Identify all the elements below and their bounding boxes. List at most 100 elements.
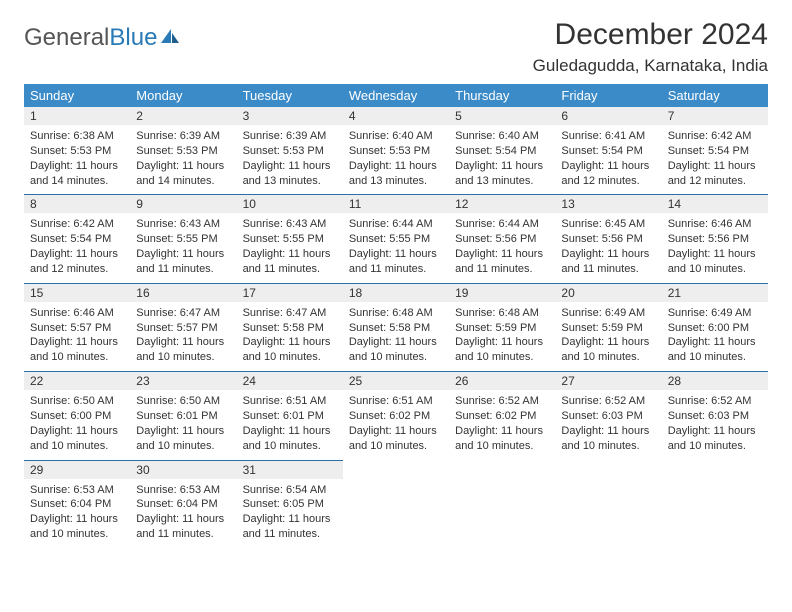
day-content: Sunrise: 6:44 AMSunset: 5:56 PMDaylight:… (449, 213, 555, 282)
sunset-text: Sunset: 6:05 PM (243, 497, 337, 512)
day-content: Sunrise: 6:42 AMSunset: 5:54 PMDaylight:… (662, 125, 768, 194)
sunrise-text: Sunrise: 6:40 AM (455, 129, 549, 144)
week-row: 8Sunrise: 6:42 AMSunset: 5:54 PMDaylight… (24, 194, 768, 282)
day-cell: 4Sunrise: 6:40 AMSunset: 5:53 PMDaylight… (343, 107, 449, 194)
sunset-text: Sunset: 5:53 PM (243, 144, 337, 159)
day-content: Sunrise: 6:43 AMSunset: 5:55 PMDaylight:… (130, 213, 236, 282)
day-number: 2 (130, 107, 236, 125)
day-cell (555, 460, 661, 548)
sunrise-text: Sunrise: 6:39 AM (136, 129, 230, 144)
col-thursday: Thursday (449, 84, 555, 107)
day-cell: 23Sunrise: 6:50 AMSunset: 6:01 PMDayligh… (130, 371, 236, 459)
day-number: 16 (130, 283, 236, 302)
day-number: 23 (130, 371, 236, 390)
logo: GeneralBlue (24, 18, 181, 52)
sunset-text: Sunset: 5:56 PM (668, 232, 762, 247)
day-content: Sunrise: 6:48 AMSunset: 5:59 PMDaylight:… (449, 302, 555, 371)
day-content: Sunrise: 6:54 AMSunset: 6:05 PMDaylight:… (237, 479, 343, 548)
day-number: 17 (237, 283, 343, 302)
sunrise-text: Sunrise: 6:52 AM (561, 394, 655, 409)
day-cell: 30Sunrise: 6:53 AMSunset: 6:04 PMDayligh… (130, 460, 236, 548)
sunset-text: Sunset: 5:57 PM (136, 321, 230, 336)
day-number: 10 (237, 194, 343, 213)
day-cell: 19Sunrise: 6:48 AMSunset: 5:59 PMDayligh… (449, 283, 555, 371)
day-number: 20 (555, 283, 661, 302)
day-number: 4 (343, 107, 449, 125)
sunset-text: Sunset: 6:00 PM (30, 409, 124, 424)
sunset-text: Sunset: 6:01 PM (136, 409, 230, 424)
sunset-text: Sunset: 5:56 PM (561, 232, 655, 247)
sunset-text: Sunset: 5:53 PM (136, 144, 230, 159)
day-cell: 14Sunrise: 6:46 AMSunset: 5:56 PMDayligh… (662, 194, 768, 282)
day-cell: 29Sunrise: 6:53 AMSunset: 6:04 PMDayligh… (24, 460, 130, 548)
sunset-text: Sunset: 5:55 PM (243, 232, 337, 247)
day-number: 25 (343, 371, 449, 390)
sunset-text: Sunset: 5:54 PM (561, 144, 655, 159)
sunrise-text: Sunrise: 6:40 AM (349, 129, 443, 144)
daylight-text: Daylight: 11 hours and 11 minutes. (136, 512, 230, 542)
day-cell: 21Sunrise: 6:49 AMSunset: 6:00 PMDayligh… (662, 283, 768, 371)
sunrise-text: Sunrise: 6:41 AM (561, 129, 655, 144)
sunrise-text: Sunrise: 6:48 AM (349, 306, 443, 321)
sunset-text: Sunset: 5:55 PM (349, 232, 443, 247)
sunset-text: Sunset: 6:02 PM (455, 409, 549, 424)
sunset-text: Sunset: 5:59 PM (561, 321, 655, 336)
daylight-text: Daylight: 11 hours and 13 minutes. (349, 159, 443, 189)
day-cell: 2 Sunrise: 6:39 AMSunset: 5:53 PMDaylight… (130, 107, 236, 194)
sunset-text: Sunset: 6:03 PM (561, 409, 655, 424)
sunset-text: Sunset: 5:54 PM (30, 232, 124, 247)
day-content: Sunrise: 6:52 AMSunset: 6:03 PMDaylight:… (662, 390, 768, 459)
sunset-text: Sunset: 6:00 PM (668, 321, 762, 336)
day-number: 1 (24, 107, 130, 125)
day-number: 26 (449, 371, 555, 390)
day-number: 14 (662, 194, 768, 213)
logo-text-gray: General (24, 24, 109, 52)
day-cell: 5Sunrise: 6:40 AMSunset: 5:54 PMDaylight… (449, 107, 555, 194)
day-number: 12 (449, 194, 555, 213)
day-content: Sunrise: 6:53 AMSunset: 6:04 PMDaylight:… (24, 479, 130, 548)
day-cell: 27Sunrise: 6:52 AMSunset: 6:03 PMDayligh… (555, 371, 661, 459)
day-content: Sunrise: 6:42 AMSunset: 5:54 PMDaylight:… (24, 213, 130, 282)
day-number: 5 (449, 107, 555, 125)
daylight-text: Daylight: 11 hours and 14 minutes. (30, 159, 124, 189)
sunrise-text: Sunrise: 6:47 AM (136, 306, 230, 321)
day-cell: 8Sunrise: 6:42 AMSunset: 5:54 PMDaylight… (24, 194, 130, 282)
daylight-text: Daylight: 11 hours and 10 minutes. (30, 335, 124, 365)
day-number: 7 (662, 107, 768, 125)
day-header-row: Sunday Monday Tuesday Wednesday Thursday… (24, 84, 768, 107)
day-content: Sunrise: 6:52 AMSunset: 6:02 PMDaylight:… (449, 390, 555, 459)
month-title: December 2024 (533, 18, 768, 52)
week-row: 15Sunrise: 6:46 AMSunset: 5:57 PMDayligh… (24, 283, 768, 371)
sunset-text: Sunset: 5:58 PM (243, 321, 337, 336)
sunrise-text: Sunrise: 6:54 AM (243, 483, 337, 498)
sunset-text: Sunset: 6:01 PM (243, 409, 337, 424)
day-number: 13 (555, 194, 661, 213)
day-content: Sunrise: 6:48 AMSunset: 5:58 PMDaylight:… (343, 302, 449, 371)
daylight-text: Daylight: 11 hours and 10 minutes. (561, 424, 655, 454)
day-cell: 15Sunrise: 6:46 AMSunset: 5:57 PMDayligh… (24, 283, 130, 371)
sunrise-text: Sunrise: 6:53 AM (136, 483, 230, 498)
sunset-text: Sunset: 6:02 PM (349, 409, 443, 424)
sunrise-text: Sunrise: 6:53 AM (30, 483, 124, 498)
daylight-text: Daylight: 11 hours and 10 minutes. (668, 335, 762, 365)
day-number: 18 (343, 283, 449, 302)
col-sunday: Sunday (24, 84, 130, 107)
sunset-text: Sunset: 5:55 PM (136, 232, 230, 247)
day-content: Sunrise: 6:41 AMSunset: 5:54 PMDaylight:… (555, 125, 661, 194)
sunrise-text: Sunrise: 6:50 AM (136, 394, 230, 409)
daylight-text: Daylight: 11 hours and 11 minutes. (136, 247, 230, 277)
sunrise-text: Sunrise: 6:47 AM (243, 306, 337, 321)
daylight-text: Daylight: 11 hours and 12 minutes. (668, 159, 762, 189)
daylight-text: Daylight: 11 hours and 14 minutes. (136, 159, 230, 189)
daylight-text: Daylight: 11 hours and 10 minutes. (30, 512, 124, 542)
sunset-text: Sunset: 5:56 PM (455, 232, 549, 247)
sunrise-text: Sunrise: 6:39 AM (243, 129, 337, 144)
sunrise-text: Sunrise: 6:49 AM (668, 306, 762, 321)
col-friday: Friday (555, 84, 661, 107)
sunrise-text: Sunrise: 6:49 AM (561, 306, 655, 321)
sail-icon (159, 24, 181, 52)
day-cell: 9Sunrise: 6:43 AMSunset: 5:55 PMDaylight… (130, 194, 236, 282)
sunrise-text: Sunrise: 6:48 AM (455, 306, 549, 321)
day-number: 15 (24, 283, 130, 302)
day-content: Sunrise: 6:44 AMSunset: 5:55 PMDaylight:… (343, 213, 449, 282)
